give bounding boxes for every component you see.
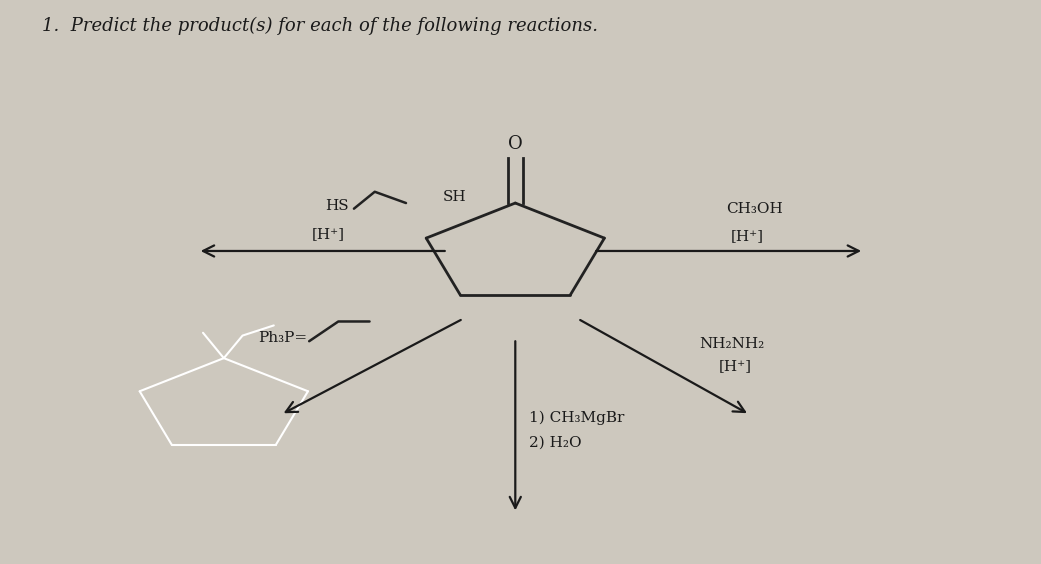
Text: HS: HS (325, 199, 349, 213)
Text: SH: SH (442, 191, 466, 204)
Text: Ph₃P=: Ph₃P= (258, 332, 307, 345)
Text: 2) H₂O: 2) H₂O (529, 436, 582, 450)
Text: NH₂NH₂: NH₂NH₂ (700, 337, 765, 351)
Text: [H⁺]: [H⁺] (718, 360, 752, 373)
Text: CH₃OH: CH₃OH (727, 202, 783, 215)
Text: [H⁺]: [H⁺] (311, 227, 345, 241)
Text: 1) CH₃MgBr: 1) CH₃MgBr (529, 410, 625, 425)
Text: O: O (508, 135, 523, 153)
Text: 1.  Predict the product(s) for each of the following reactions.: 1. Predict the product(s) for each of th… (42, 17, 598, 35)
Text: [H⁺]: [H⁺] (731, 229, 764, 243)
